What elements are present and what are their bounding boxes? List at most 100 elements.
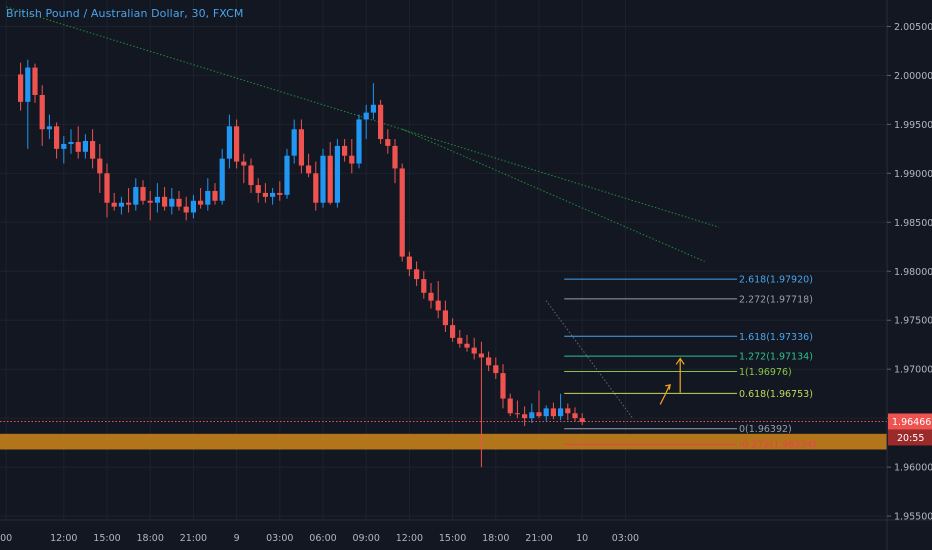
- candle-body: [464, 343, 470, 348]
- candle-body: [18, 74, 24, 102]
- candle: [25, 59, 31, 149]
- fib-level-label: 0(1.96392): [739, 424, 792, 435]
- price-tick-label: 1.99500: [894, 120, 932, 131]
- candle-body: [572, 413, 578, 419]
- fib-level-label: -0.272(1.96234): [739, 440, 816, 451]
- candle-body: [82, 141, 88, 152]
- candle: [61, 136, 67, 164]
- candle-body: [104, 173, 110, 203]
- candle-body: [126, 202, 132, 205]
- candle: [176, 190, 182, 211]
- price-tick-label: 2.00500: [894, 22, 932, 33]
- candle: [320, 148, 326, 208]
- time-tick-label: 10: [576, 533, 588, 544]
- candle: [334, 139, 340, 208]
- candle: [522, 406, 528, 426]
- candle-body: [133, 187, 139, 205]
- candle-body: [39, 94, 45, 130]
- countdown-tag: [888, 429, 932, 446]
- candle-body: [270, 192, 276, 197]
- candle-body: [176, 198, 182, 207]
- price-tick-label: 2.00000: [894, 71, 932, 82]
- candle: [378, 99, 384, 144]
- candle-body: [306, 165, 312, 174]
- candle-body: [349, 155, 355, 164]
- time-tick-label: 03:00: [266, 533, 293, 544]
- candle-body: [579, 418, 585, 423]
- candle: [198, 188, 204, 209]
- fib-level-label: 1.618(1.97336): [739, 332, 813, 343]
- candle: [363, 104, 369, 140]
- candle-body: [226, 126, 232, 159]
- candle: [428, 283, 434, 309]
- candle: [306, 153, 312, 178]
- candle-body: [97, 158, 103, 174]
- time-tick-label: 09:00: [353, 533, 380, 544]
- candle: [457, 330, 463, 348]
- candles: [18, 59, 585, 468]
- candle: [126, 188, 132, 213]
- candle: [219, 148, 225, 205]
- candle: [97, 143, 103, 193]
- candle-body: [514, 413, 520, 415]
- candle: [327, 141, 333, 205]
- candle-body: [320, 155, 326, 203]
- candle-body: [169, 198, 175, 207]
- price-tick-label: 1.98500: [894, 218, 932, 229]
- candle: [183, 196, 189, 221]
- candle-body: [205, 190, 211, 205]
- candle-body: [262, 192, 268, 197]
- fib-level-label: 2.618(1.97920): [739, 275, 813, 286]
- candle-body: [334, 145, 340, 203]
- candle-body: [25, 67, 31, 102]
- candle: [399, 163, 405, 262]
- candle-body: [457, 337, 463, 344]
- candle-body: [219, 158, 225, 201]
- candle: [342, 139, 348, 162]
- candle: [169, 188, 175, 215]
- support-zone: [0, 433, 887, 450]
- time-tick-label: 21:00: [180, 533, 207, 544]
- candle: [370, 83, 376, 120]
- candle-body: [493, 365, 499, 374]
- candle-body: [190, 200, 196, 213]
- candle-body: [529, 412, 535, 419]
- candle-body: [478, 353, 484, 358]
- candle-body: [68, 141, 74, 144]
- candle: [241, 153, 247, 184]
- candle-body: [46, 126, 52, 130]
- time-tick-label: 9: [234, 533, 240, 544]
- candle-body: [378, 104, 384, 140]
- time-tick-label: 12:00: [50, 533, 77, 544]
- candle-body: [342, 145, 348, 156]
- candle: [464, 334, 470, 352]
- candle-body: [421, 279, 427, 293]
- candle-body: [442, 310, 448, 326]
- candle: [154, 183, 160, 213]
- candle-body: [370, 104, 376, 113]
- candle-body: [118, 202, 124, 207]
- candle: [104, 163, 110, 218]
- candle-body: [536, 412, 542, 417]
- arrow-head-icon: [665, 384, 671, 390]
- candle: [478, 341, 484, 468]
- current-price-tag: [888, 413, 932, 430]
- candle-body: [277, 192, 283, 195]
- candle-body: [558, 408, 564, 417]
- candle: [262, 183, 268, 203]
- candle: [565, 403, 571, 421]
- candle-body: [198, 200, 204, 205]
- candle-body: [183, 206, 189, 213]
- candle-body: [414, 269, 420, 280]
- candle: [406, 251, 412, 277]
- chart-title: British Pound / Australian Dollar, 30, F…: [6, 7, 244, 20]
- candle: [514, 400, 520, 419]
- fib-level-label: 0.618(1.96753): [739, 389, 813, 400]
- candle-body: [140, 187, 146, 201]
- candle-body: [255, 185, 261, 193]
- candle: [39, 85, 45, 146]
- candle: [277, 181, 283, 201]
- arrow-path-icon: [659, 385, 670, 405]
